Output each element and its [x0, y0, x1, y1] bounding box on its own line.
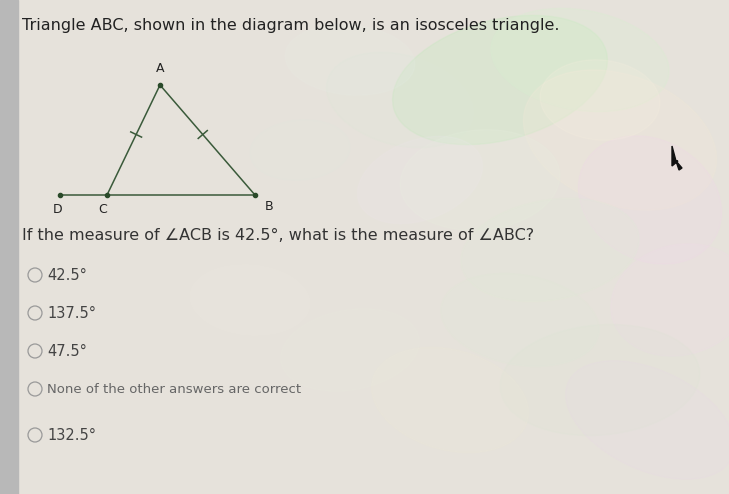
Ellipse shape — [190, 265, 310, 335]
Ellipse shape — [393, 15, 607, 145]
Ellipse shape — [578, 136, 722, 264]
Text: 47.5°: 47.5° — [47, 343, 87, 359]
Ellipse shape — [357, 136, 483, 224]
Text: 42.5°: 42.5° — [47, 267, 87, 283]
Text: C: C — [98, 203, 107, 216]
Polygon shape — [672, 146, 682, 170]
Ellipse shape — [523, 70, 717, 210]
Ellipse shape — [611, 244, 729, 356]
Ellipse shape — [281, 309, 419, 391]
Ellipse shape — [500, 325, 700, 436]
Text: 132.5°: 132.5° — [47, 427, 96, 443]
Bar — [0, 0, 18, 494]
Ellipse shape — [461, 198, 639, 302]
Ellipse shape — [566, 361, 729, 479]
Text: Triangle ABC, shown in the diagram below, is an isosceles triangle.: Triangle ABC, shown in the diagram below… — [22, 18, 559, 33]
Ellipse shape — [441, 274, 599, 367]
Ellipse shape — [491, 8, 669, 112]
Text: None of the other answers are correct: None of the other answers are correct — [47, 382, 301, 396]
Ellipse shape — [327, 52, 473, 148]
Ellipse shape — [540, 60, 660, 140]
Ellipse shape — [400, 130, 560, 230]
Ellipse shape — [372, 347, 529, 453]
Ellipse shape — [285, 25, 415, 95]
Text: If the measure of ∠ACB is 42.5°, what is the measure of ∠ABC?: If the measure of ∠ACB is 42.5°, what is… — [22, 228, 534, 243]
Text: B: B — [265, 200, 273, 213]
Ellipse shape — [250, 120, 350, 180]
Text: A: A — [156, 62, 164, 75]
Text: D: D — [53, 203, 63, 216]
Text: 137.5°: 137.5° — [47, 305, 96, 321]
